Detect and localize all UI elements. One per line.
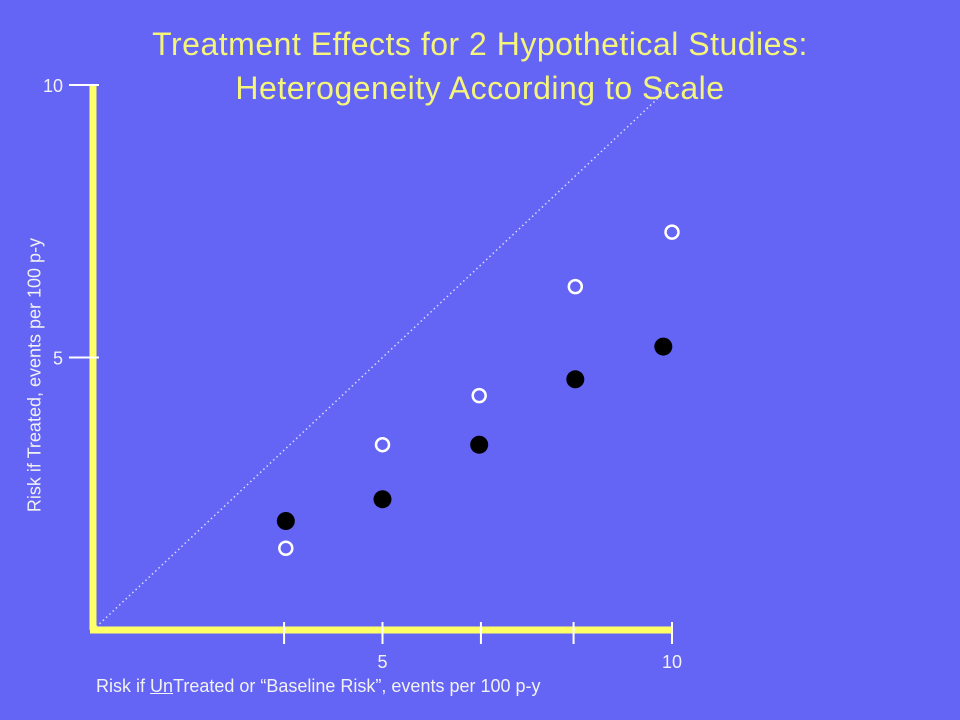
open-point-0: [278, 540, 294, 556]
y-tick-label-1: 10: [43, 76, 63, 96]
x-tick-label-1: 10: [662, 652, 682, 672]
chart-title: Treatment Effects for 2 Hypothetical Stu…: [0, 22, 960, 110]
open-point-4: [664, 224, 680, 240]
y-tick-label-0: 5: [53, 349, 63, 369]
x-axis-label: Risk if UnTreated or “Baseline Risk”, ev…: [96, 676, 541, 697]
chart-title-line-1: Treatment Effects for 2 Hypothetical Stu…: [152, 26, 808, 62]
x-tick-label-0: 5: [377, 652, 387, 672]
x-axis-label-prefix: Risk if: [96, 676, 150, 696]
open-point-2: [471, 387, 487, 404]
open-point-1: [374, 436, 391, 453]
y-axis-label: Risk if Treated, events per 100 p-y: [24, 237, 45, 513]
filled-point-4: [654, 337, 673, 356]
filled-point-1: [373, 490, 392, 509]
filled-point-0: [276, 512, 295, 530]
x-axis-label-underlined: Un: [150, 676, 174, 696]
filled-point-2: [470, 435, 489, 454]
open-point-3: [567, 278, 584, 295]
chart-title-line-2: Heterogeneity According to Scale: [235, 70, 725, 106]
reference-diagonal-line: [92, 84, 673, 631]
x-axis-label-suffix: Treated or “Baseline Risk”, events per 1…: [173, 676, 541, 696]
filled-point-3: [566, 370, 585, 389]
